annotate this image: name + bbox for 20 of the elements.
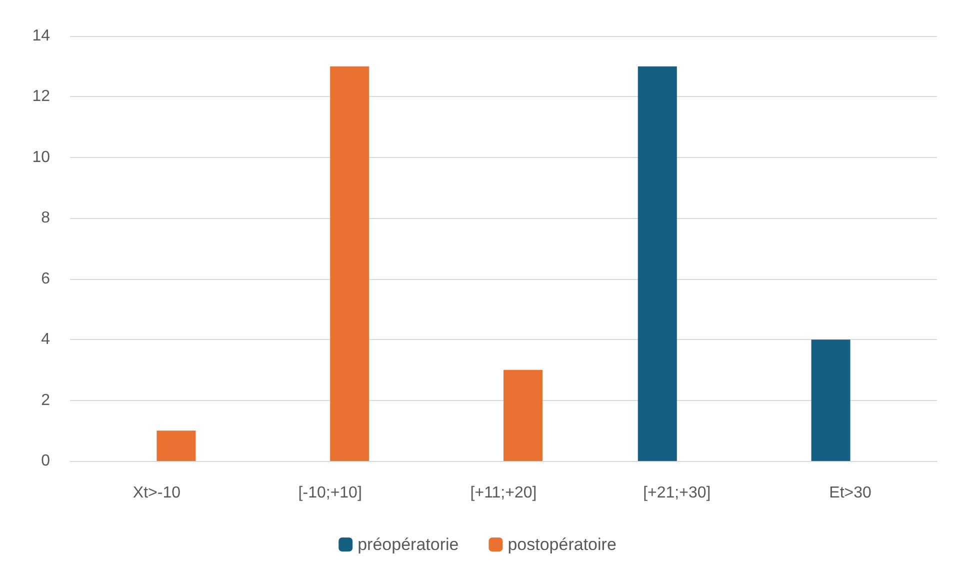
bar [638, 66, 677, 461]
y-tick-label: 8 [41, 210, 50, 227]
x-tick-label: [+11;+20] [470, 484, 537, 502]
legend-label: préopératorie [358, 535, 459, 554]
y-tick-label: 4 [41, 331, 50, 348]
bar [811, 340, 850, 461]
y-tick-label: 10 [32, 148, 50, 166]
legend-label: postopératoire [508, 535, 616, 554]
y-tick-label: 0 [41, 452, 50, 470]
bar [330, 66, 370, 461]
x-tick-label: Et>30 [829, 484, 872, 502]
y-tick-label: 12 [32, 88, 50, 106]
bar [504, 370, 543, 461]
bar [156, 430, 196, 461]
x-tick-label: [-10;+10] [298, 484, 362, 502]
y-tick-label: 2 [41, 392, 50, 409]
x-tick-label: [+21;+30] [643, 484, 711, 502]
y-tick-label: 14 [32, 28, 50, 44]
x-tick-label: Xt>-10 [132, 484, 181, 502]
y-tick-label: 6 [41, 270, 50, 288]
